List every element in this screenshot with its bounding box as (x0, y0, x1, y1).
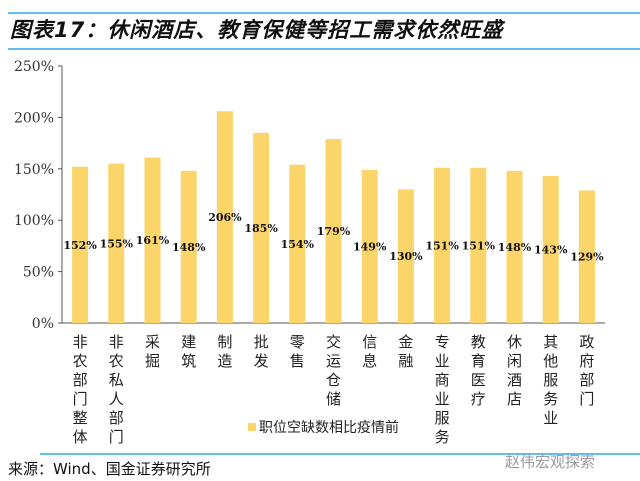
x-tick-label-char: 信 (362, 333, 377, 351)
bar (180, 170, 197, 323)
y-tick-label: 250% (14, 59, 54, 75)
legend-label: 职位空缺数相比疫情前 (259, 419, 399, 436)
x-tick-label-char: 息 (362, 352, 377, 370)
x-tick-label-char: 整 (73, 409, 88, 427)
chart-title: 图表17：休闲酒店、教育保健等招工需求依然旺盛 (10, 18, 504, 42)
bar (542, 175, 559, 323)
title-rule (8, 48, 640, 50)
source-note: 来源：Wind、国金证券研究所 (8, 460, 211, 478)
bar (506, 170, 523, 323)
bar (361, 169, 378, 323)
bar (434, 167, 451, 323)
x-tick-label-char: 造 (217, 352, 232, 370)
bar (72, 166, 89, 323)
x-tick-label-char: 他 (543, 352, 558, 370)
watermark: 赵伟宏观探索 (505, 453, 596, 471)
data-label: 143% (534, 243, 568, 256)
x-tick-label-char: 服 (543, 371, 558, 389)
bottom-rule (40, 453, 640, 455)
data-label: 129% (570, 251, 604, 264)
bar (325, 138, 342, 323)
data-label: 185% (244, 222, 278, 235)
x-tick-label-char: 非 (73, 333, 88, 351)
y-tick-label: 200% (14, 110, 54, 126)
data-label: 161% (136, 234, 170, 247)
x-tick-label-char: 发 (254, 352, 269, 370)
bar (144, 157, 161, 323)
x-tick-label-char: 酒 (507, 371, 522, 389)
data-label: 154% (281, 238, 315, 251)
x-tick-label-char: 门 (579, 390, 594, 408)
x-tick-label-char: 体 (73, 428, 88, 446)
x-tick-label-char: 部 (109, 409, 124, 427)
x-tick-label-char: 政 (579, 333, 594, 351)
y-tick-label: 0% (32, 316, 54, 332)
x-tick-label-char: 商 (435, 371, 450, 389)
x-tick-label-char: 休 (507, 333, 522, 351)
x-tick-label-char: 部 (579, 371, 594, 389)
data-label: 130% (389, 250, 423, 263)
bar (289, 164, 306, 323)
x-tick-label-char: 府 (579, 352, 594, 370)
x-tick-label-char: 其 (543, 333, 558, 351)
x-tick-label-char: 教 (471, 333, 486, 351)
y-tick-label: 100% (14, 213, 54, 229)
x-tick-label-char: 筑 (181, 352, 196, 370)
data-label: 179% (317, 225, 351, 238)
x-tick-label-char: 医 (471, 371, 486, 389)
top-rule (8, 12, 640, 14)
x-tick-label-char: 非 (109, 333, 124, 351)
x-tick-label-char: 采 (145, 333, 160, 351)
x-tick-label-char: 业 (435, 390, 450, 408)
x-tick-label-char: 仓 (326, 371, 341, 389)
x-tick-label-char: 农 (109, 352, 124, 370)
bar (216, 111, 233, 324)
x-tick-label-char: 闲 (507, 352, 522, 370)
x-tick-label-char: 金 (398, 333, 413, 351)
x-tick-label-char: 售 (290, 352, 305, 370)
data-label: 151% (462, 239, 496, 252)
x-tick-label-char: 建 (181, 333, 196, 351)
x-tick-label-char: 农 (73, 352, 88, 370)
x-tick-label-char: 交 (326, 333, 341, 351)
x-tick-label-char: 私 (109, 371, 124, 389)
x-tick-label-char: 店 (507, 390, 522, 408)
x-tick-label-char: 门 (109, 428, 124, 446)
bar (578, 190, 595, 323)
data-label: 149% (353, 240, 387, 253)
x-tick-label-char: 人 (109, 390, 124, 408)
x-tick-label-char: 门 (73, 390, 88, 408)
data-label: 152% (63, 239, 97, 252)
x-tick-label-char: 零 (290, 333, 305, 351)
x-tick-label-char: 疗 (471, 390, 486, 408)
x-tick-label-char: 部 (73, 371, 88, 389)
x-tick-label-char: 务 (543, 390, 558, 408)
x-tick-label-char: 制 (217, 333, 232, 351)
bar (108, 163, 125, 323)
bar (397, 189, 414, 323)
y-tick-label: 150% (14, 162, 54, 178)
x-tick-label-char: 服 (435, 409, 450, 427)
bar (470, 167, 487, 323)
data-label: 148% (172, 241, 206, 254)
x-tick-label-char: 融 (398, 352, 413, 370)
x-tick-label-char: 业 (435, 352, 450, 370)
legend-swatch (248, 423, 256, 431)
x-tick-label-char: 务 (435, 428, 450, 446)
x-tick-label-char: 批 (254, 333, 269, 351)
x-tick-label-char: 业 (543, 409, 558, 427)
x-tick-label-char: 专 (435, 333, 450, 351)
x-tick-label-char: 运 (326, 352, 341, 370)
data-label: 148% (498, 241, 532, 254)
data-label: 151% (425, 239, 459, 252)
y-tick-label: 50% (23, 265, 54, 281)
x-tick-label-char: 育 (471, 352, 486, 370)
data-label: 206% (208, 211, 242, 224)
x-tick-label-char: 掘 (145, 352, 160, 370)
x-tick-label-char: 储 (326, 390, 341, 408)
data-label: 155% (100, 237, 134, 250)
bar (253, 132, 270, 323)
